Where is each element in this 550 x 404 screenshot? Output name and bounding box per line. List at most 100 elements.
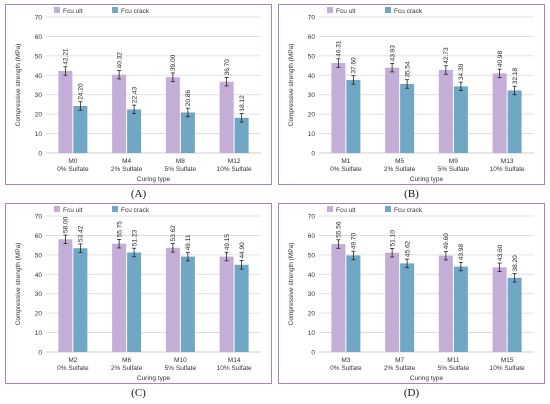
bar	[58, 239, 73, 352]
bar	[58, 70, 73, 153]
data-label: 24.20	[78, 83, 85, 100]
x-tick-sublabel: 0% Sulfate	[57, 365, 89, 372]
x-tick-sublabel: 10% Sulfate	[217, 166, 252, 173]
data-label: 42.73	[443, 47, 450, 64]
data-label: 42.21	[63, 48, 70, 65]
y-tick-label: 50	[308, 252, 316, 259]
y-tick-label: 10	[35, 330, 43, 337]
legend-label: Fcu ult	[336, 8, 356, 15]
panel-label-a: (A)	[130, 188, 147, 200]
y-tick-label: 60	[35, 34, 43, 41]
data-label: 49.11	[185, 234, 192, 250]
data-label: 40.98	[497, 50, 504, 67]
legend-label: Fcu ult	[63, 8, 83, 15]
y-tick-label: 60	[35, 233, 43, 240]
y-tick-label: 70	[35, 214, 43, 221]
chart-panel-d: 0 10 20 30 40 50 60 70 Compressive strength (MPa…	[278, 203, 545, 384]
x-tick-label: M3	[341, 357, 350, 364]
y-tick-label: 60	[308, 34, 316, 41]
y-tick-label: 10	[308, 131, 316, 138]
data-label: 46.31	[336, 40, 343, 57]
bar	[453, 266, 468, 352]
data-label: 22.43	[131, 86, 138, 103]
bar	[438, 69, 453, 153]
data-label: 34.30	[458, 63, 465, 80]
data-label: 43.98	[458, 244, 465, 261]
x-tick-label: M10	[174, 357, 187, 364]
legend-label: Fcu crack	[394, 207, 423, 214]
x-tick-sublabel: 2% Sulfate	[384, 365, 416, 372]
bar	[400, 83, 415, 153]
x-tick-sublabel: 2% Sulfate	[384, 166, 416, 173]
data-label: 44.90	[239, 242, 246, 259]
bar	[180, 256, 195, 352]
y-axis-label: Compressive strength (MPa)	[15, 243, 22, 326]
data-label: 32.18	[512, 68, 519, 85]
legend-label: Fcu ult	[336, 207, 356, 214]
bar	[73, 105, 88, 153]
x-tick-sublabel: 10% Sulfate	[490, 166, 525, 173]
bar	[180, 112, 195, 153]
y-tick-label: 70	[308, 15, 316, 22]
bar	[507, 90, 522, 153]
x-tick-label: M6	[122, 357, 131, 364]
x-tick-sublabel: 0% Sulfate	[330, 365, 362, 372]
x-tick-label: M12	[228, 158, 241, 165]
x-tick-sublabel: 5% Sulfate	[438, 365, 470, 372]
y-tick-label: 50	[35, 53, 43, 60]
chart-svg-d: 0 10 20 30 40 50 60 70 Compressive strength (MPa…	[288, 206, 534, 382]
y-axis-label: Compressive strength (MPa)	[288, 44, 295, 127]
y-tick-label: 10	[35, 131, 43, 138]
data-label: 45.62	[404, 240, 411, 257]
y-tick-label: 30	[308, 291, 316, 298]
bar	[127, 252, 142, 352]
legend-swatch	[54, 206, 60, 212]
y-tick-label: 40	[308, 73, 316, 80]
x-tick-label: M13	[501, 158, 514, 165]
x-tick-sublabel: 5% Sulfate	[165, 365, 197, 372]
data-label: 38.20	[512, 255, 519, 272]
x-tick-label: M0	[68, 158, 77, 165]
x-tick-sublabel: 10% Sulfate	[490, 365, 525, 372]
chart-panel-a: 0 10 20 30 40 50 60 70 Compressive strength (MPa…	[5, 4, 272, 185]
legend-label: Fcu crack	[121, 207, 150, 214]
y-tick-label: 40	[35, 73, 43, 80]
data-label: 49.15	[224, 234, 231, 251]
chart-svg-b: 0 10 20 30 40 50 60 70 Compressive strength (MPa…	[288, 7, 534, 183]
data-label: 20.86	[185, 90, 192, 107]
legend-swatch	[385, 206, 391, 212]
panel-label-b: (B)	[404, 188, 419, 200]
x-axis-label: Curing type	[137, 375, 171, 382]
data-label: 53.62	[170, 225, 177, 242]
bar	[331, 244, 346, 352]
y-tick-label: 20	[308, 311, 316, 318]
x-tick-label: M9	[449, 158, 458, 165]
y-tick-label: 70	[308, 214, 316, 221]
legend-swatch	[54, 7, 60, 13]
y-axis-label: Compressive strength (MPa)	[288, 243, 295, 326]
y-tick-label: 0	[311, 350, 315, 357]
bar	[219, 256, 234, 352]
data-label: 49.70	[351, 233, 358, 250]
y-tick-label: 70	[35, 15, 43, 22]
chart-svg-c: 0 10 20 30 40 50 60 70 Compressive strength (MPa…	[15, 206, 261, 382]
bar	[346, 79, 361, 153]
chart-panel-b: 0 10 20 30 40 50 60 70 Compressive strength (MPa…	[278, 4, 545, 185]
x-tick-label: M5	[395, 158, 404, 165]
x-axis-label: Curing type	[410, 176, 444, 183]
bar	[438, 255, 453, 352]
bar	[507, 277, 522, 352]
data-label: 51.23	[131, 230, 138, 247]
data-label: 37.60	[351, 57, 358, 74]
x-tick-label: M1	[341, 158, 350, 165]
legend-swatch	[327, 206, 333, 212]
x-tick-sublabel: 2% Sulfate	[111, 166, 143, 173]
legend-swatch	[385, 7, 391, 13]
data-label: 40.32	[116, 52, 123, 69]
data-label: 39.00	[170, 54, 177, 71]
bar	[331, 63, 346, 153]
x-tick-label: M2	[68, 357, 77, 364]
legend-label: Fcu crack	[121, 8, 150, 15]
data-label: 55.75	[116, 221, 123, 238]
panel-label-d: (D)	[403, 387, 420, 399]
